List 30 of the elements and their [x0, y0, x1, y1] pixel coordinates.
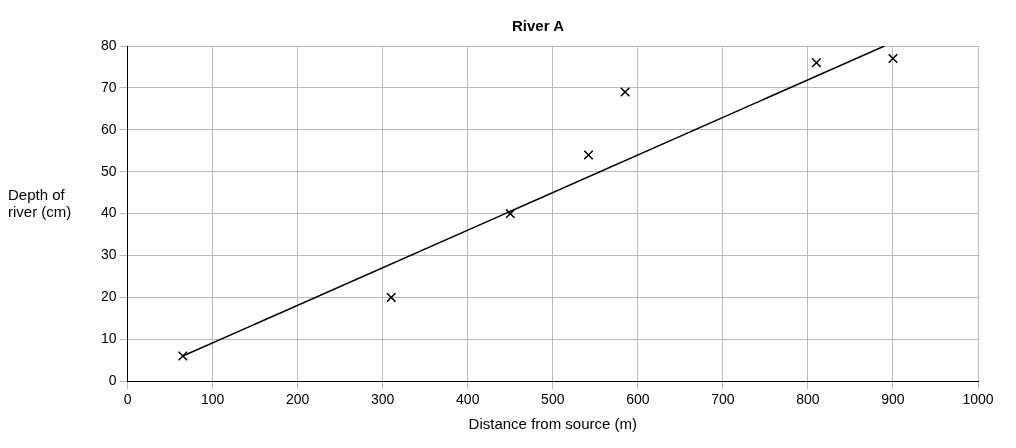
- x-tick-label: 800: [796, 391, 820, 408]
- y-tick-label: 60: [100, 120, 117, 137]
- y-axis-title: Depth of river (cm): [8, 186, 73, 222]
- point: [620, 87, 631, 98]
- point: [386, 292, 397, 303]
- y-tick-label: 20: [100, 288, 117, 305]
- y-tick-label: 10: [100, 330, 117, 347]
- x-axis-title: Distance from source (m): [468, 415, 637, 433]
- point: [583, 149, 594, 160]
- x-tick-label: 600: [626, 391, 650, 408]
- x-tick-label: 1000: [962, 391, 994, 408]
- point: [505, 208, 516, 219]
- x-tick-label: 200: [285, 391, 310, 408]
- x-tick-label: 900: [881, 391, 905, 408]
- chart-title: River A: [512, 17, 565, 35]
- x-tick-label: 700: [711, 391, 735, 408]
- x-tick-label: 400: [456, 391, 480, 408]
- x-tick-label: 500: [541, 391, 565, 408]
- y-tick-label: 70: [100, 78, 117, 95]
- y-tick-label: 50: [100, 162, 117, 179]
- y-tick-label: 80: [100, 36, 117, 53]
- y-tick-label: 0: [108, 372, 117, 389]
- x-tick-label: 0: [123, 391, 132, 408]
- x-tick-label: 100: [200, 391, 225, 408]
- y-tick-label: 40: [100, 204, 117, 221]
- point: [177, 351, 188, 362]
- y-tick-label: 30: [100, 246, 117, 263]
- point: [811, 57, 822, 68]
- point: [887, 53, 898, 64]
- x-tick-label: 300: [371, 391, 395, 408]
